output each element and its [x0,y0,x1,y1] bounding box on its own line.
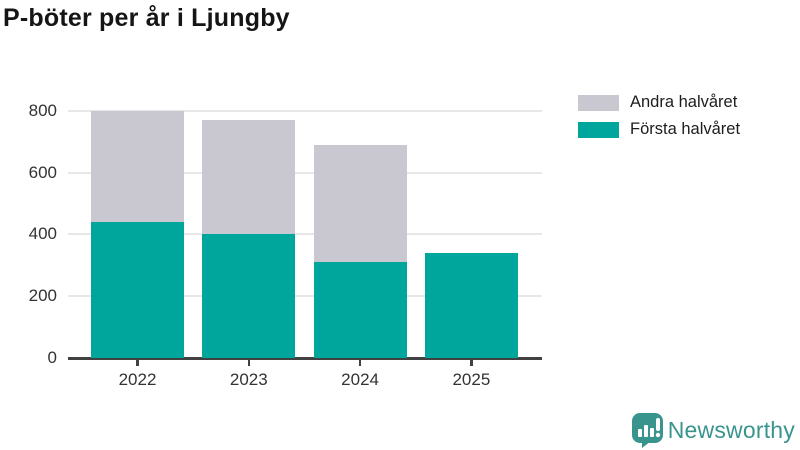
legend-label: Andra halvåret [630,93,738,111]
x-tick-mark [358,359,362,366]
gridline [68,171,542,174]
gridline [68,110,542,112]
bar-segment [313,144,407,262]
legend-swatch [578,121,619,138]
bar-segment [313,261,407,358]
newsworthy-logo-icon [631,412,664,448]
x-tick-mark [136,359,139,366]
x-tick-mark [470,359,473,366]
x-tick-label: 2025 [452,370,491,389]
y-tick-label: 400 [28,224,57,244]
gridline [68,294,542,297]
bar-segment [202,234,296,358]
bar-segment [202,120,296,235]
legend-swatch [578,94,619,111]
bar-segment [91,221,184,358]
x-tick-label: 2022 [118,370,157,389]
legend-label: Första halvåret [630,120,741,138]
x-tick-mark [247,359,251,366]
legend-item: Andra halvåret [578,93,740,112]
bar-segment [91,111,184,222]
x-tick-label: 2024 [341,370,379,389]
y-tick-label: 600 [28,162,57,182]
y-tick-label: 800 [28,101,57,120]
bar-segment [424,252,518,358]
legend-item: Första halvåret [578,120,740,139]
brand-footer: Newsworthy [631,412,795,448]
x-tick-label: 2023 [229,370,268,389]
x-axis-line [68,357,542,360]
plot-area [68,110,542,366]
brand-name: Newsworthy [667,416,795,443]
chart-title: P-böter per år i Ljungby [3,4,290,32]
legend: Andra halvåret Första halvåret [578,93,740,147]
gridline [68,233,542,236]
y-tick-label: 0 [47,347,57,367]
y-tick-label: 200 [28,285,57,305]
